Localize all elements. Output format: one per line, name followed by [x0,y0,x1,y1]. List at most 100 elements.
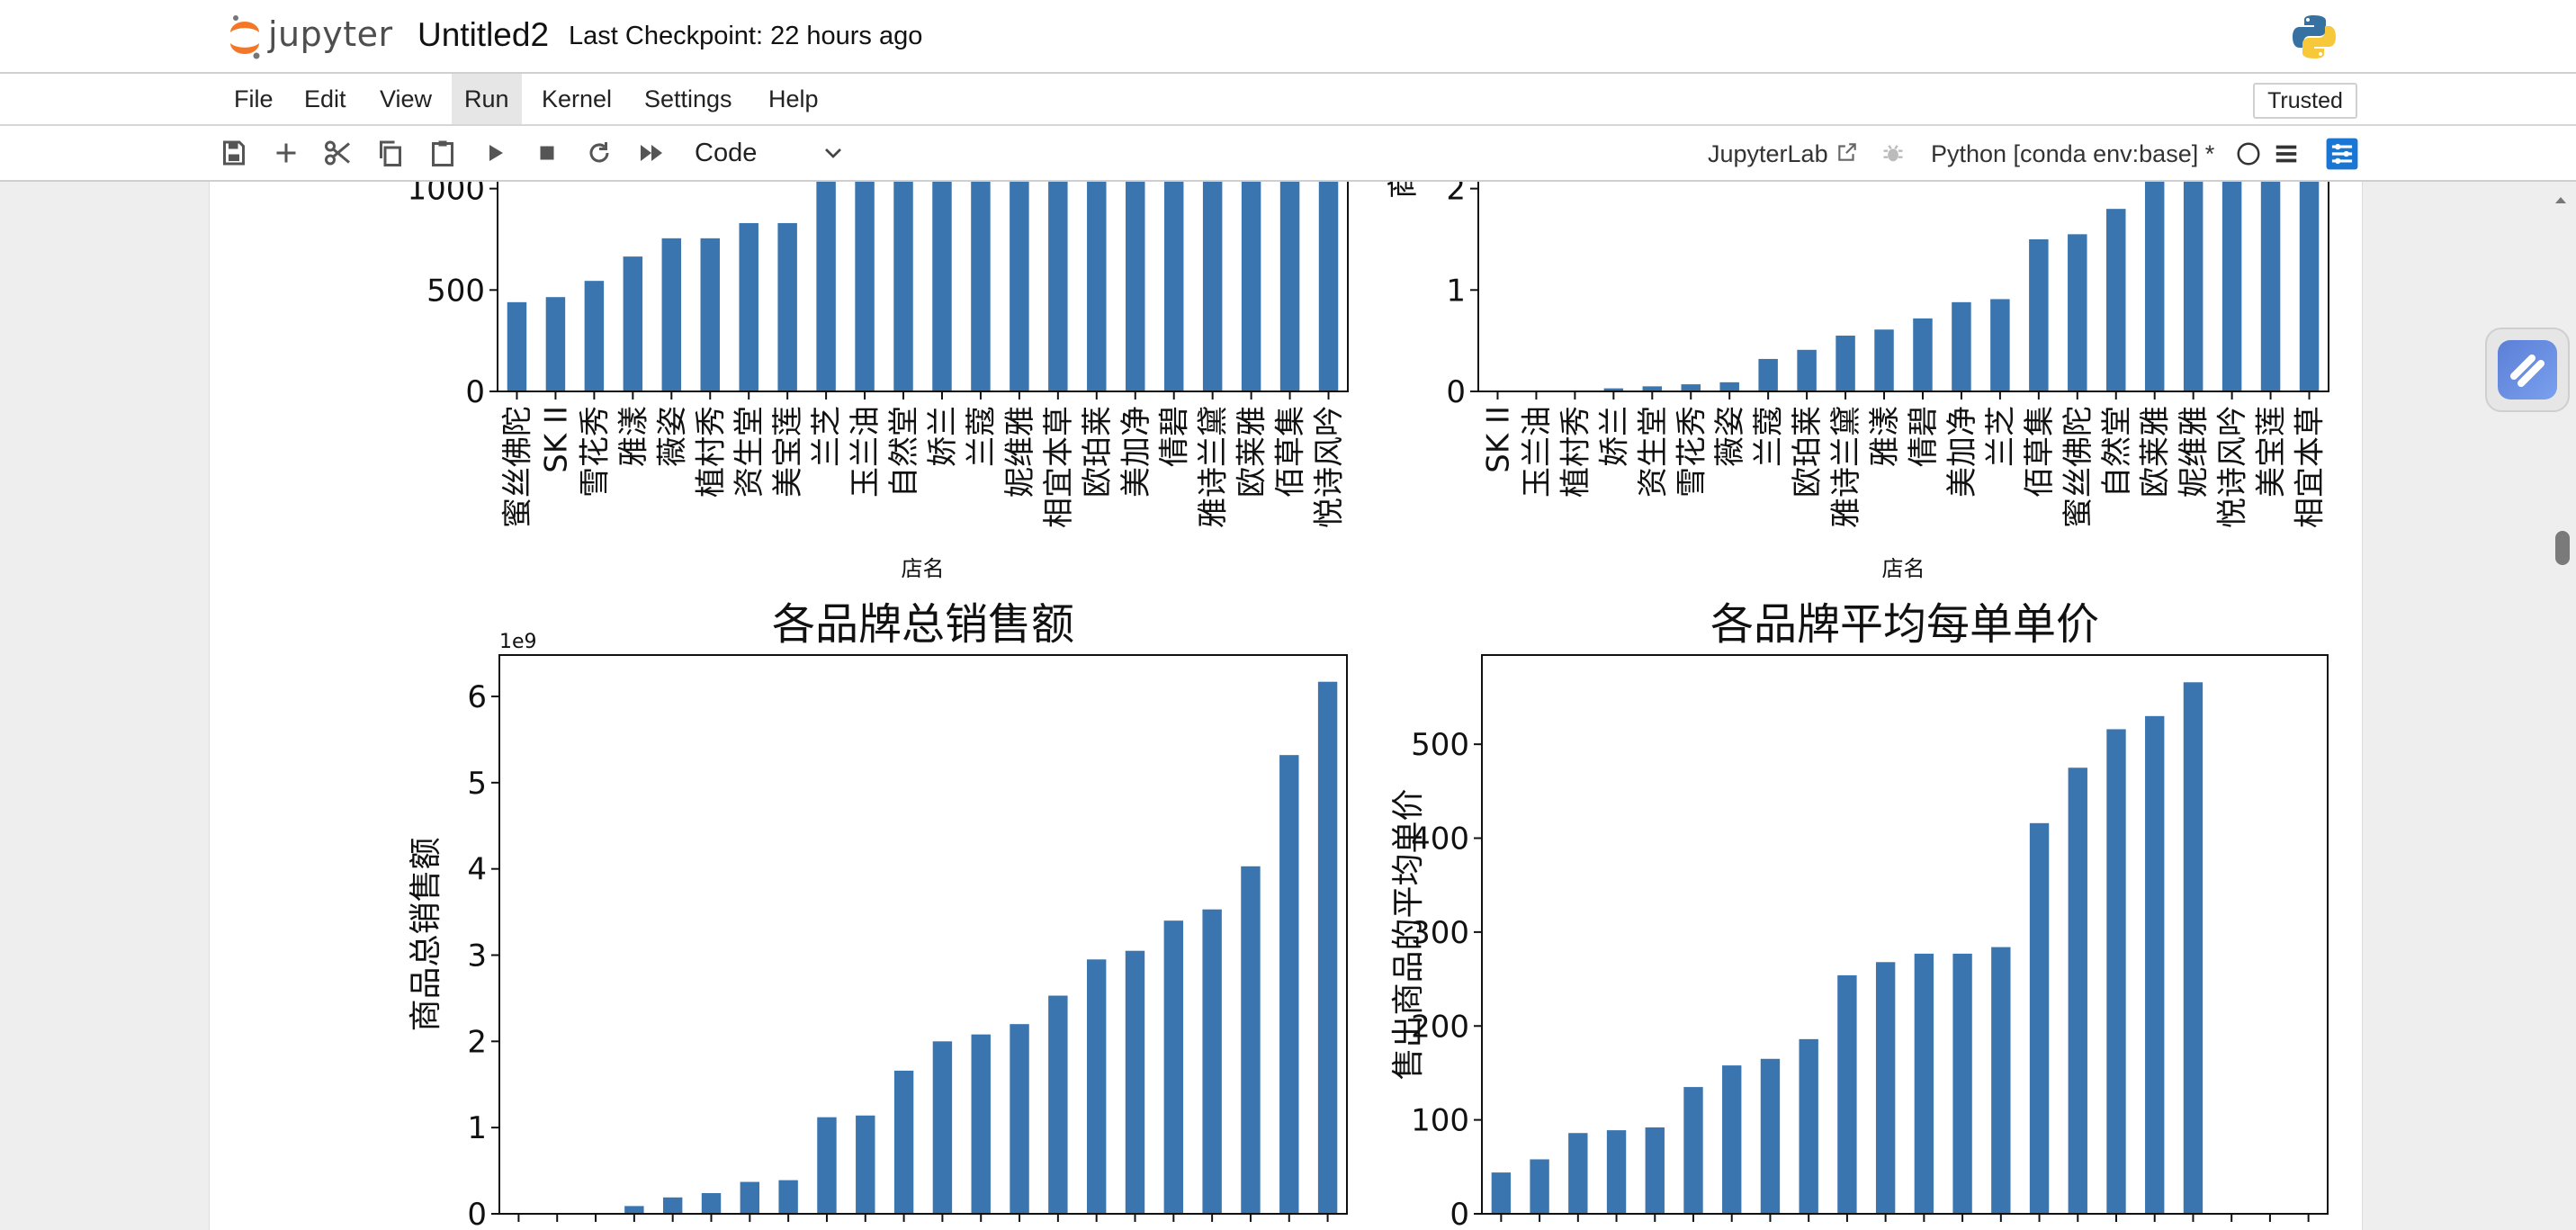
scrollbar-thumb[interactable] [2555,531,2570,565]
x-tick-label: 佰草集 [2022,406,2058,498]
x-tick-label: 兰蔻 [964,406,1000,467]
menu-kernel[interactable]: Kernel [542,85,613,112]
x-tick-label: 自然堂 [2099,406,2135,498]
menu-settings[interactable]: Settings [644,85,732,112]
y-tick-label: 4 [467,852,487,888]
trusted-indicator[interactable]: Trusted [2253,83,2357,119]
x-tick-label: SK II [538,406,574,473]
x-tick-label: 资生堂 [1635,406,1671,498]
jupyter-logo[interactable]: jupyter [225,13,396,61]
menu-run[interactable]: Run [452,74,522,124]
kernel-name[interactable]: Python [conda env:base] * [1931,140,2215,167]
chart-bar [1568,1133,1588,1214]
chart-bar [2299,182,2320,391]
y-tick-label: 100 [1411,1103,1469,1139]
x-tick-label: 美加净 [1944,406,1980,498]
y-tick-label: 2 [467,1024,487,1060]
chart-bar [856,1115,875,1214]
add-cell-icon[interactable] [270,137,302,169]
x-tick-label: 雅漾 [1867,406,1903,467]
run-icon[interactable] [479,137,511,169]
chart-bar [623,256,643,391]
floating-assistant-button[interactable] [2485,328,2570,412]
y-tick-label: 1 [467,1110,487,1146]
chart-bar [1317,681,1338,1214]
x-tick-label: 悦诗风吟 [2215,406,2251,528]
jupyter-wordmark: jupyter [268,14,393,54]
chart-bar [1010,1024,1029,1214]
chart-bar [1836,336,1855,391]
chart-bar [1491,1172,1512,1214]
x-tick-label: 兰蔻 [1751,406,1787,467]
chart-bar [1799,1038,1818,1214]
menu-view[interactable]: View [380,85,433,112]
chart-bar [1719,382,1739,391]
scroll-up-arrow-icon[interactable] [2552,191,2570,209]
y-tick-label: 0 [1446,374,1466,410]
chart-bar [1760,1058,1781,1214]
chart-bar [1952,301,1971,391]
debugger-bug-icon[interactable] [1880,140,1906,166]
chart-bar [2145,715,2165,1214]
notebook-title[interactable]: Untitled2 [417,16,550,53]
chart-bar [739,222,758,391]
x-tick-label: 蜜丝佛陀 [499,406,535,528]
chart-bar [2029,822,2050,1214]
menu-help[interactable]: Help [768,85,819,112]
chart-bar [701,1193,722,1214]
jupyterlab-link[interactable]: JupyterLab [1708,140,1828,167]
property-inspector-icon[interactable] [2325,137,2359,171]
x-tick-label: 雪花秀 [577,406,613,498]
chart-bar [1913,318,1933,391]
chart-bar [1681,384,1701,391]
x-tick-label: 自然堂 [886,406,922,498]
notebook-panel: 0 500 1000 蜜丝佛陀 SK II 雪花秀 雅漾 薇姿 植村秀 资生堂 美宝莲 兰芝 玉兰油 自然… [209,182,2363,1230]
cut-icon[interactable] [322,137,355,169]
x-tick-label: 欧莱雅 [2138,406,2174,498]
last-checkpoint: Last Checkpoint: 22 hours ago [569,22,923,50]
chart-bar [971,182,991,391]
chart-bar [1125,950,1145,1214]
x-tick-label: 娇兰 [925,406,961,467]
chart-bar [2183,182,2204,391]
chart-bar [1163,182,1184,391]
chart-bar [1683,1087,1703,1214]
x-tick-label: 植村秀 [693,406,729,498]
chart-bar [1606,1130,1627,1214]
x-tick-label: 妮维雅 [2177,406,2212,498]
chart-bar [1914,953,1934,1214]
chart-bar [816,182,836,391]
run-all-icon[interactable] [635,137,668,169]
y-tick-label: 6 [467,679,487,715]
chart-bar [777,222,797,391]
y-axis-label: 商品总销售额 [408,837,444,1031]
menu-edit[interactable]: Edit [304,85,346,112]
save-icon[interactable] [218,137,250,169]
paste-icon[interactable] [426,137,459,169]
chart-bar [661,238,682,391]
axis-offset-text: 1e9 [499,631,537,653]
x-tick-label: 美加净 [1118,406,1154,498]
chart-bar [1202,182,1223,391]
stop-icon[interactable] [531,137,563,169]
chart-bar [507,301,527,391]
chart-bar [1202,909,1222,1214]
x-tick-label: 美宝莲 [770,406,806,498]
hamburger-menu-icon[interactable] [2273,140,2300,167]
copy-icon[interactable] [374,137,407,169]
x-tick-label: 薇姿 [654,406,690,467]
chart-bar [817,1117,837,1214]
y-tick-label: 500 [1411,727,1469,763]
x-axis-label: 店名 [1882,556,1925,581]
assistant-icon [2498,340,2557,400]
chart-bar [1279,182,1300,391]
menu-file[interactable]: File [234,85,274,112]
chart-bar [1010,182,1029,391]
chart-bar [1241,182,1261,391]
chart-bar [932,1041,953,1214]
cell-type-dropdown[interactable]: Code [684,133,864,173]
python-logo-icon [2290,13,2338,61]
jupyter-logo-icon [230,15,260,59]
restart-icon[interactable] [583,137,615,169]
chart-title: 各品牌总销售额 [772,599,1074,650]
